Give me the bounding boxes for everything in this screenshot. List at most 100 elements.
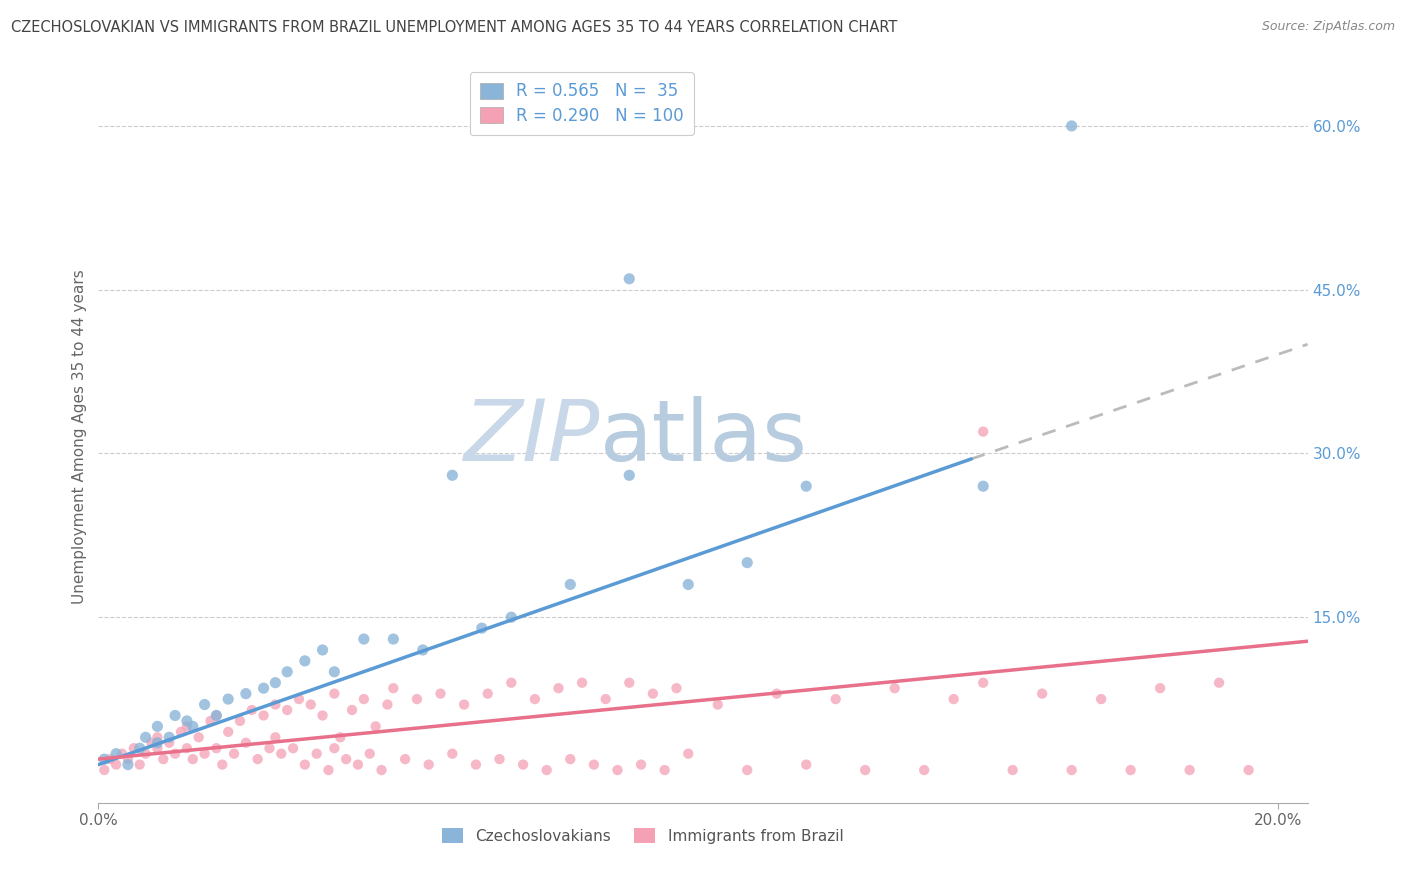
Point <box>477 687 499 701</box>
Point <box>105 747 128 761</box>
Point <box>560 752 582 766</box>
Point <box>353 632 375 646</box>
Point <box>128 741 150 756</box>
Point <box>678 577 700 591</box>
Point <box>441 747 464 761</box>
Point <box>382 632 405 646</box>
Point <box>794 757 817 772</box>
Point <box>630 757 652 772</box>
Point <box>1237 763 1260 777</box>
Point <box>1178 763 1201 777</box>
Point <box>276 703 298 717</box>
Point <box>205 741 228 756</box>
Point <box>235 736 257 750</box>
Point <box>547 681 569 695</box>
Point <box>619 468 641 483</box>
Point <box>523 692 546 706</box>
Point <box>853 763 876 777</box>
Point <box>453 698 475 712</box>
Text: ZIP: ZIP <box>464 395 600 479</box>
Point <box>165 747 187 761</box>
Point <box>135 731 157 745</box>
Point <box>165 708 187 723</box>
Point <box>264 675 287 690</box>
Point <box>654 763 676 777</box>
Point <box>364 719 387 733</box>
Point <box>1208 675 1230 690</box>
Point <box>606 763 628 777</box>
Point <box>824 692 846 706</box>
Point <box>311 643 333 657</box>
Legend: Czechoslovakians, Immigrants from Brazil: Czechoslovakians, Immigrants from Brazil <box>436 822 849 850</box>
Point <box>152 752 174 766</box>
Text: CZECHOSLOVAKIAN VS IMMIGRANTS FROM BRAZIL UNEMPLOYMENT AMONG AGES 35 TO 44 YEARS: CZECHOSLOVAKIAN VS IMMIGRANTS FROM BRAZI… <box>11 20 897 35</box>
Point <box>288 692 311 706</box>
Point <box>641 687 664 701</box>
Point <box>141 736 163 750</box>
Point <box>582 757 605 772</box>
Point <box>571 675 593 690</box>
Point <box>794 479 817 493</box>
Point <box>176 714 198 728</box>
Point <box>264 731 287 745</box>
Point <box>359 747 381 761</box>
Point <box>1060 119 1083 133</box>
Point <box>117 752 139 766</box>
Point <box>323 687 346 701</box>
Point <box>706 698 728 712</box>
Point <box>281 741 304 756</box>
Point <box>117 757 139 772</box>
Point <box>264 698 287 712</box>
Point <box>205 708 228 723</box>
Point <box>972 675 994 690</box>
Point <box>1031 687 1053 701</box>
Point <box>146 719 169 733</box>
Point <box>128 757 150 772</box>
Point <box>217 692 239 706</box>
Point <box>146 736 169 750</box>
Point <box>536 763 558 777</box>
Point <box>235 687 257 701</box>
Point <box>347 757 370 772</box>
Point <box>318 763 340 777</box>
Point <box>170 724 193 739</box>
Point <box>595 692 617 706</box>
Point <box>412 643 434 657</box>
Point <box>194 698 217 712</box>
Point <box>765 687 787 701</box>
Point <box>246 752 269 766</box>
Point <box>464 757 486 772</box>
Point <box>111 747 134 761</box>
Point <box>619 675 641 690</box>
Point <box>323 741 346 756</box>
Point <box>259 741 281 756</box>
Point <box>394 752 416 766</box>
Point <box>323 665 346 679</box>
Point <box>181 752 204 766</box>
Point <box>406 692 429 706</box>
Point <box>93 763 115 777</box>
Point <box>942 692 965 706</box>
Point <box>98 752 121 766</box>
Point <box>146 731 169 745</box>
Point <box>252 708 274 723</box>
Point <box>429 687 451 701</box>
Point <box>488 752 510 766</box>
Point <box>665 681 688 695</box>
Y-axis label: Unemployment Among Ages 35 to 44 years: Unemployment Among Ages 35 to 44 years <box>72 269 87 605</box>
Text: Source: ZipAtlas.com: Source: ZipAtlas.com <box>1261 20 1395 33</box>
Point <box>252 681 274 695</box>
Text: atlas: atlas <box>600 395 808 479</box>
Point <box>1090 692 1112 706</box>
Point <box>270 747 292 761</box>
Point <box>229 714 252 728</box>
Point <box>340 703 363 717</box>
Point <box>276 665 298 679</box>
Point <box>735 763 758 777</box>
Point <box>93 752 115 766</box>
Point <box>176 741 198 756</box>
Point <box>135 747 157 761</box>
Point <box>735 556 758 570</box>
Point <box>311 708 333 723</box>
Point <box>294 654 316 668</box>
